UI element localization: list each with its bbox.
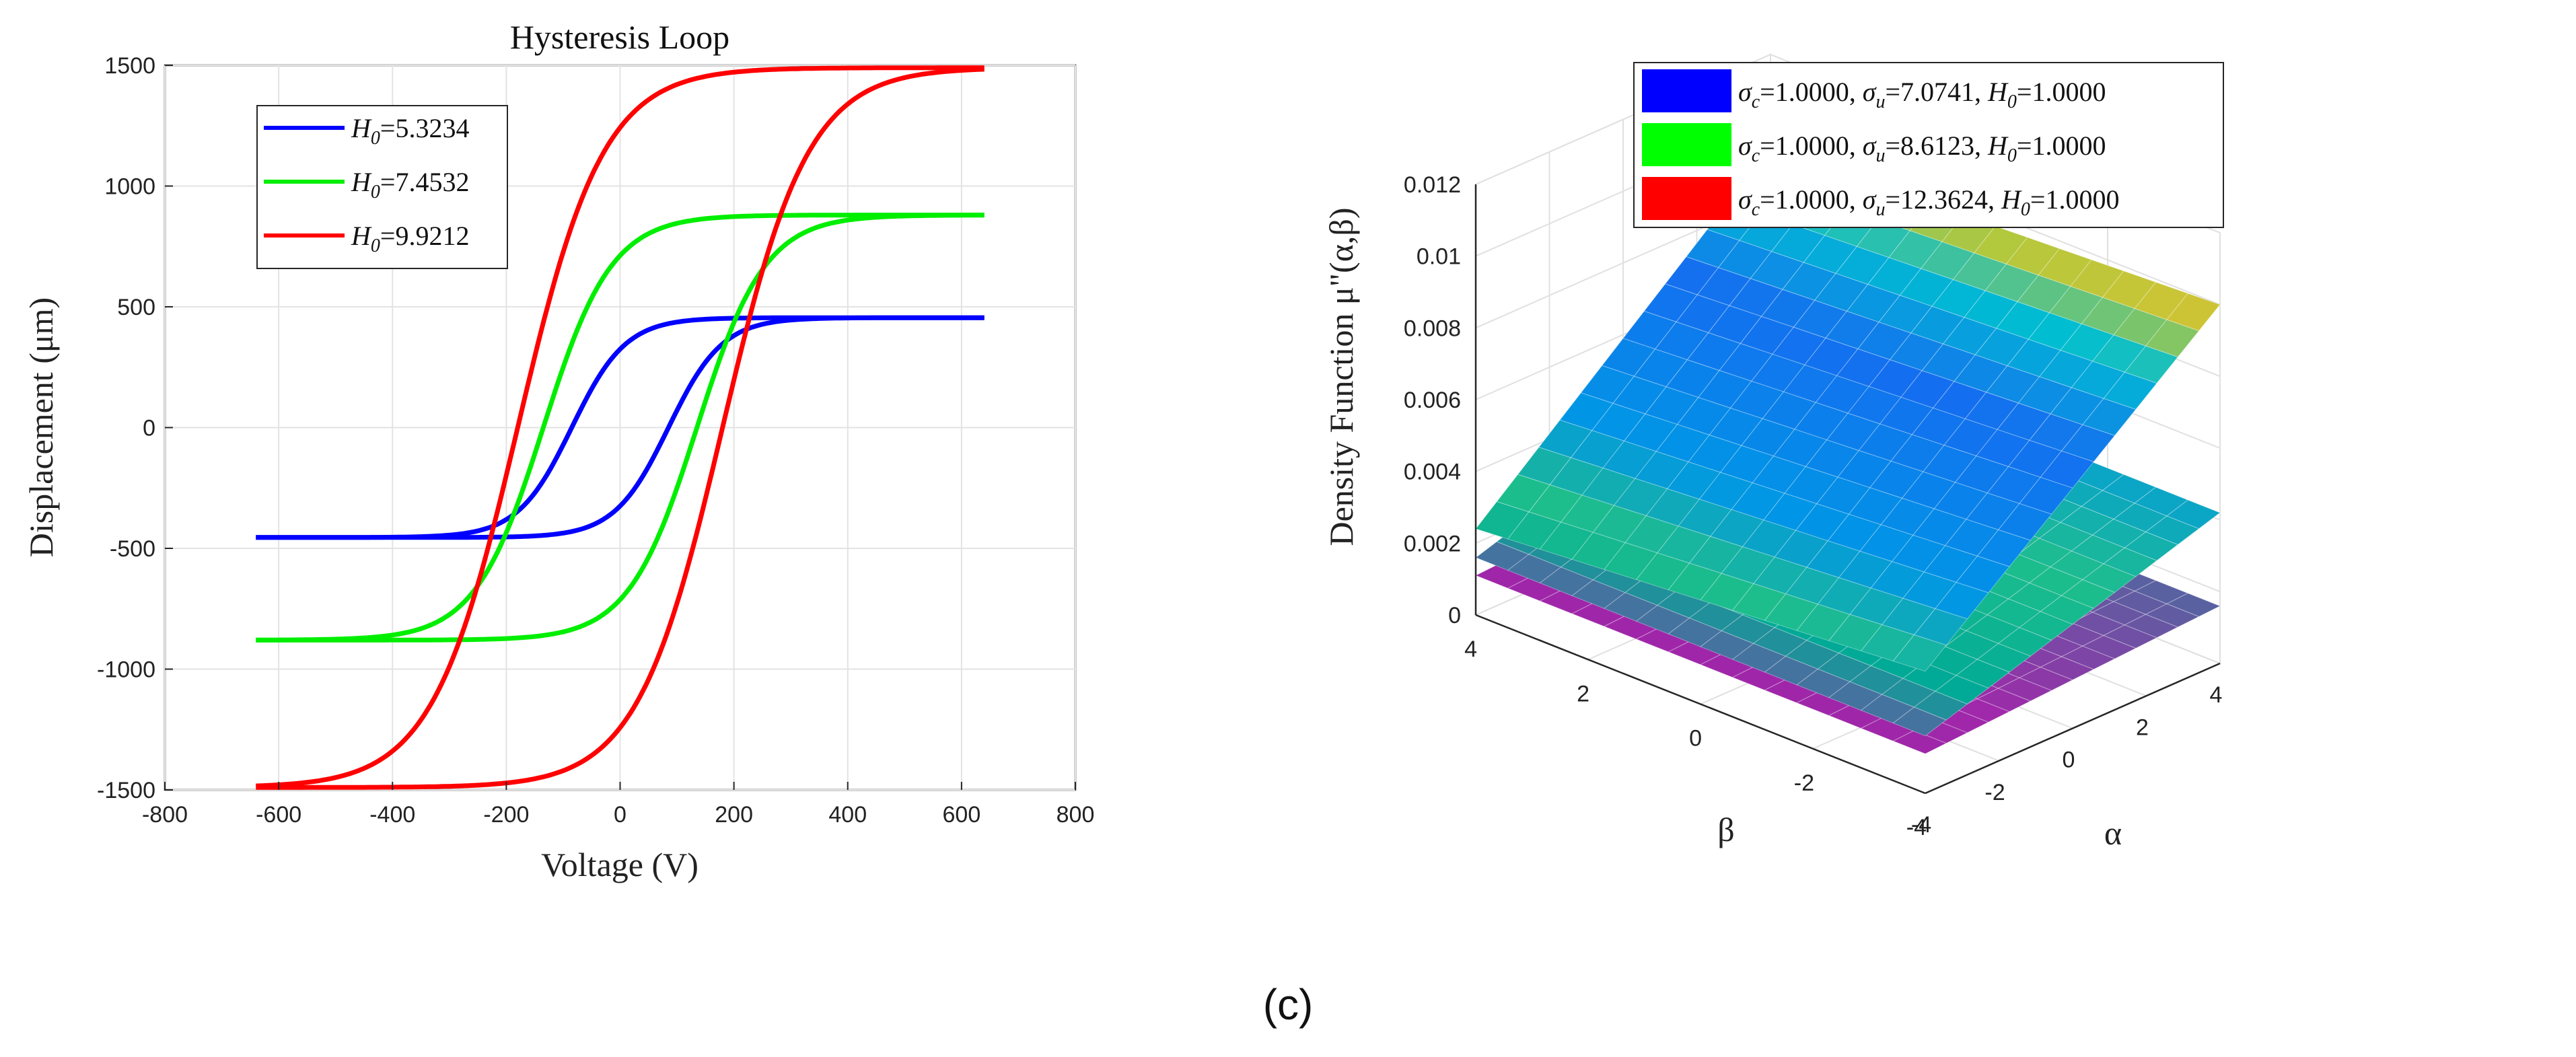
beta-tick-label: -4 <box>1906 815 1927 840</box>
y-tick-label: -500 <box>110 536 155 562</box>
x-tick-label: 800 <box>1057 802 1095 828</box>
axis-ticks: -4-2024-4-202400.0020.0040.0060.0080.010… <box>1404 172 2223 840</box>
z-tick-label: 0.008 <box>1404 316 1461 341</box>
legend-box <box>256 105 508 269</box>
surfaces <box>1474 147 2221 754</box>
legend-entry: H0=9.9212 <box>264 221 469 256</box>
legend-entry: σc=1.0000, σu=7.0741, H0=1.0000 <box>1642 69 2106 112</box>
surface-patch <box>2134 281 2189 320</box>
axis-ticks: -800 -600 -400 -200 0 200 400 600 800 -1500 -1000 -… <box>97 53 1094 828</box>
alpha-tick-label: -4 <box>1911 812 1931 838</box>
y-tick-label: -1500 <box>97 778 155 803</box>
legend-swatch <box>1642 123 1731 166</box>
beta-tick-label: -2 <box>1794 770 1814 796</box>
x-tick-label: 600 <box>943 802 981 828</box>
alpha-axis-line <box>1925 662 2221 795</box>
x-tick-label: -600 <box>256 802 301 828</box>
legend-entry: σc=1.0000, σu=12.3624, H0=1.0000 <box>1642 177 2119 220</box>
legend: H0=5.3234 H0=7.4532 H0=9.9212 <box>256 105 508 269</box>
surface-patch <box>2166 293 2221 332</box>
legend-label: H0=9.9212 <box>351 221 469 256</box>
legend-entry: H0=7.4532 <box>264 167 469 203</box>
legend-entry: H0=5.3234 <box>264 113 469 149</box>
series-line-descending <box>256 213 985 643</box>
alpha-tick-label: 2 <box>2136 715 2149 740</box>
z-tick-label: 0.01 <box>1417 244 1461 270</box>
beta-tick-label: 0 <box>1689 726 1702 752</box>
y-tick-label: -1000 <box>97 657 155 683</box>
y-tick-label: 0 <box>143 416 155 441</box>
z-tick-label: 0.012 <box>1404 172 1461 198</box>
surface-patch <box>2102 270 2157 309</box>
surface-patch <box>2070 259 2124 298</box>
alpha-axis-label: α <box>2104 814 2122 852</box>
alpha-tick-label: -2 <box>1984 780 2005 805</box>
legend-swatch <box>1642 69 1731 112</box>
surface-patch <box>2005 237 2061 276</box>
surface-0 <box>1475 147 2221 672</box>
x-tick-label: 0 <box>614 802 627 828</box>
hysteresis-chart: -800 -600 -400 -200 0 200 400 600 800 -1500 -1000 -… <box>22 18 1094 883</box>
legend-label: σc=1.0000, σu=12.3624, H0=1.0000 <box>1738 184 2119 220</box>
alpha-tick-label: 4 <box>2210 682 2223 708</box>
x-axis-label: Voltage (V) <box>541 846 699 883</box>
legend-box <box>1633 62 2224 228</box>
chart-title: Hysteresis Loop <box>510 18 729 56</box>
series-line-ascending <box>256 213 985 643</box>
y-tick-label: 1000 <box>104 174 155 200</box>
beta-tick-label: 4 <box>1464 636 1477 662</box>
x-tick-label: 400 <box>828 802 867 828</box>
legend-entry: σc=1.0000, σu=8.6123, H0=1.0000 <box>1642 123 2106 166</box>
series-line-descending <box>256 65 985 789</box>
figure-caption: (c) <box>1263 980 1314 1029</box>
z-axis-label: Density Function μ"(α,β) <box>1322 208 1360 546</box>
series-line-ascending <box>256 67 985 790</box>
x-tick-label: -200 <box>483 802 529 828</box>
legend-swatch <box>1642 177 1731 220</box>
z-tick-label: 0.006 <box>1404 388 1461 413</box>
legend-label: H0=7.4532 <box>351 167 469 203</box>
z-tick-label: 0.002 <box>1404 531 1461 556</box>
y-tick-label: 1500 <box>104 53 155 79</box>
z-tick-label: 0 <box>1448 603 1461 628</box>
legend-label: σc=1.0000, σu=7.0741, H0=1.0000 <box>1738 77 2106 112</box>
surface-patch <box>2038 248 2092 287</box>
legend-label: H0=5.3234 <box>351 113 469 149</box>
beta-axis-label: β <box>1717 811 1734 848</box>
curves <box>256 65 985 790</box>
surface-patch <box>2166 593 2221 617</box>
surface-patch <box>2166 499 2221 530</box>
x-tick-label: -400 <box>369 802 415 828</box>
density-surface-chart: -4-2024-4-202400.0020.0040.0060.0080.010… <box>1322 53 2224 852</box>
z-tick-label: 0.004 <box>1404 460 1461 485</box>
y-axis-label: Displacement (μm) <box>22 297 60 557</box>
legend: σc=1.0000, σu=7.0741, H0=1.0000 σc=1.000… <box>1633 62 2224 228</box>
x-tick-label: 200 <box>715 802 753 828</box>
x-tick-label: -800 <box>142 802 188 828</box>
legend-label: σc=1.0000, σu=8.6123, H0=1.0000 <box>1738 131 2106 166</box>
series-line-descending <box>256 315 985 540</box>
alpha-tick-label: 0 <box>2063 748 2075 773</box>
y-tick-label: 500 <box>117 295 155 320</box>
beta-axis-line <box>1475 614 1926 795</box>
beta-tick-label: 2 <box>1577 681 1589 706</box>
